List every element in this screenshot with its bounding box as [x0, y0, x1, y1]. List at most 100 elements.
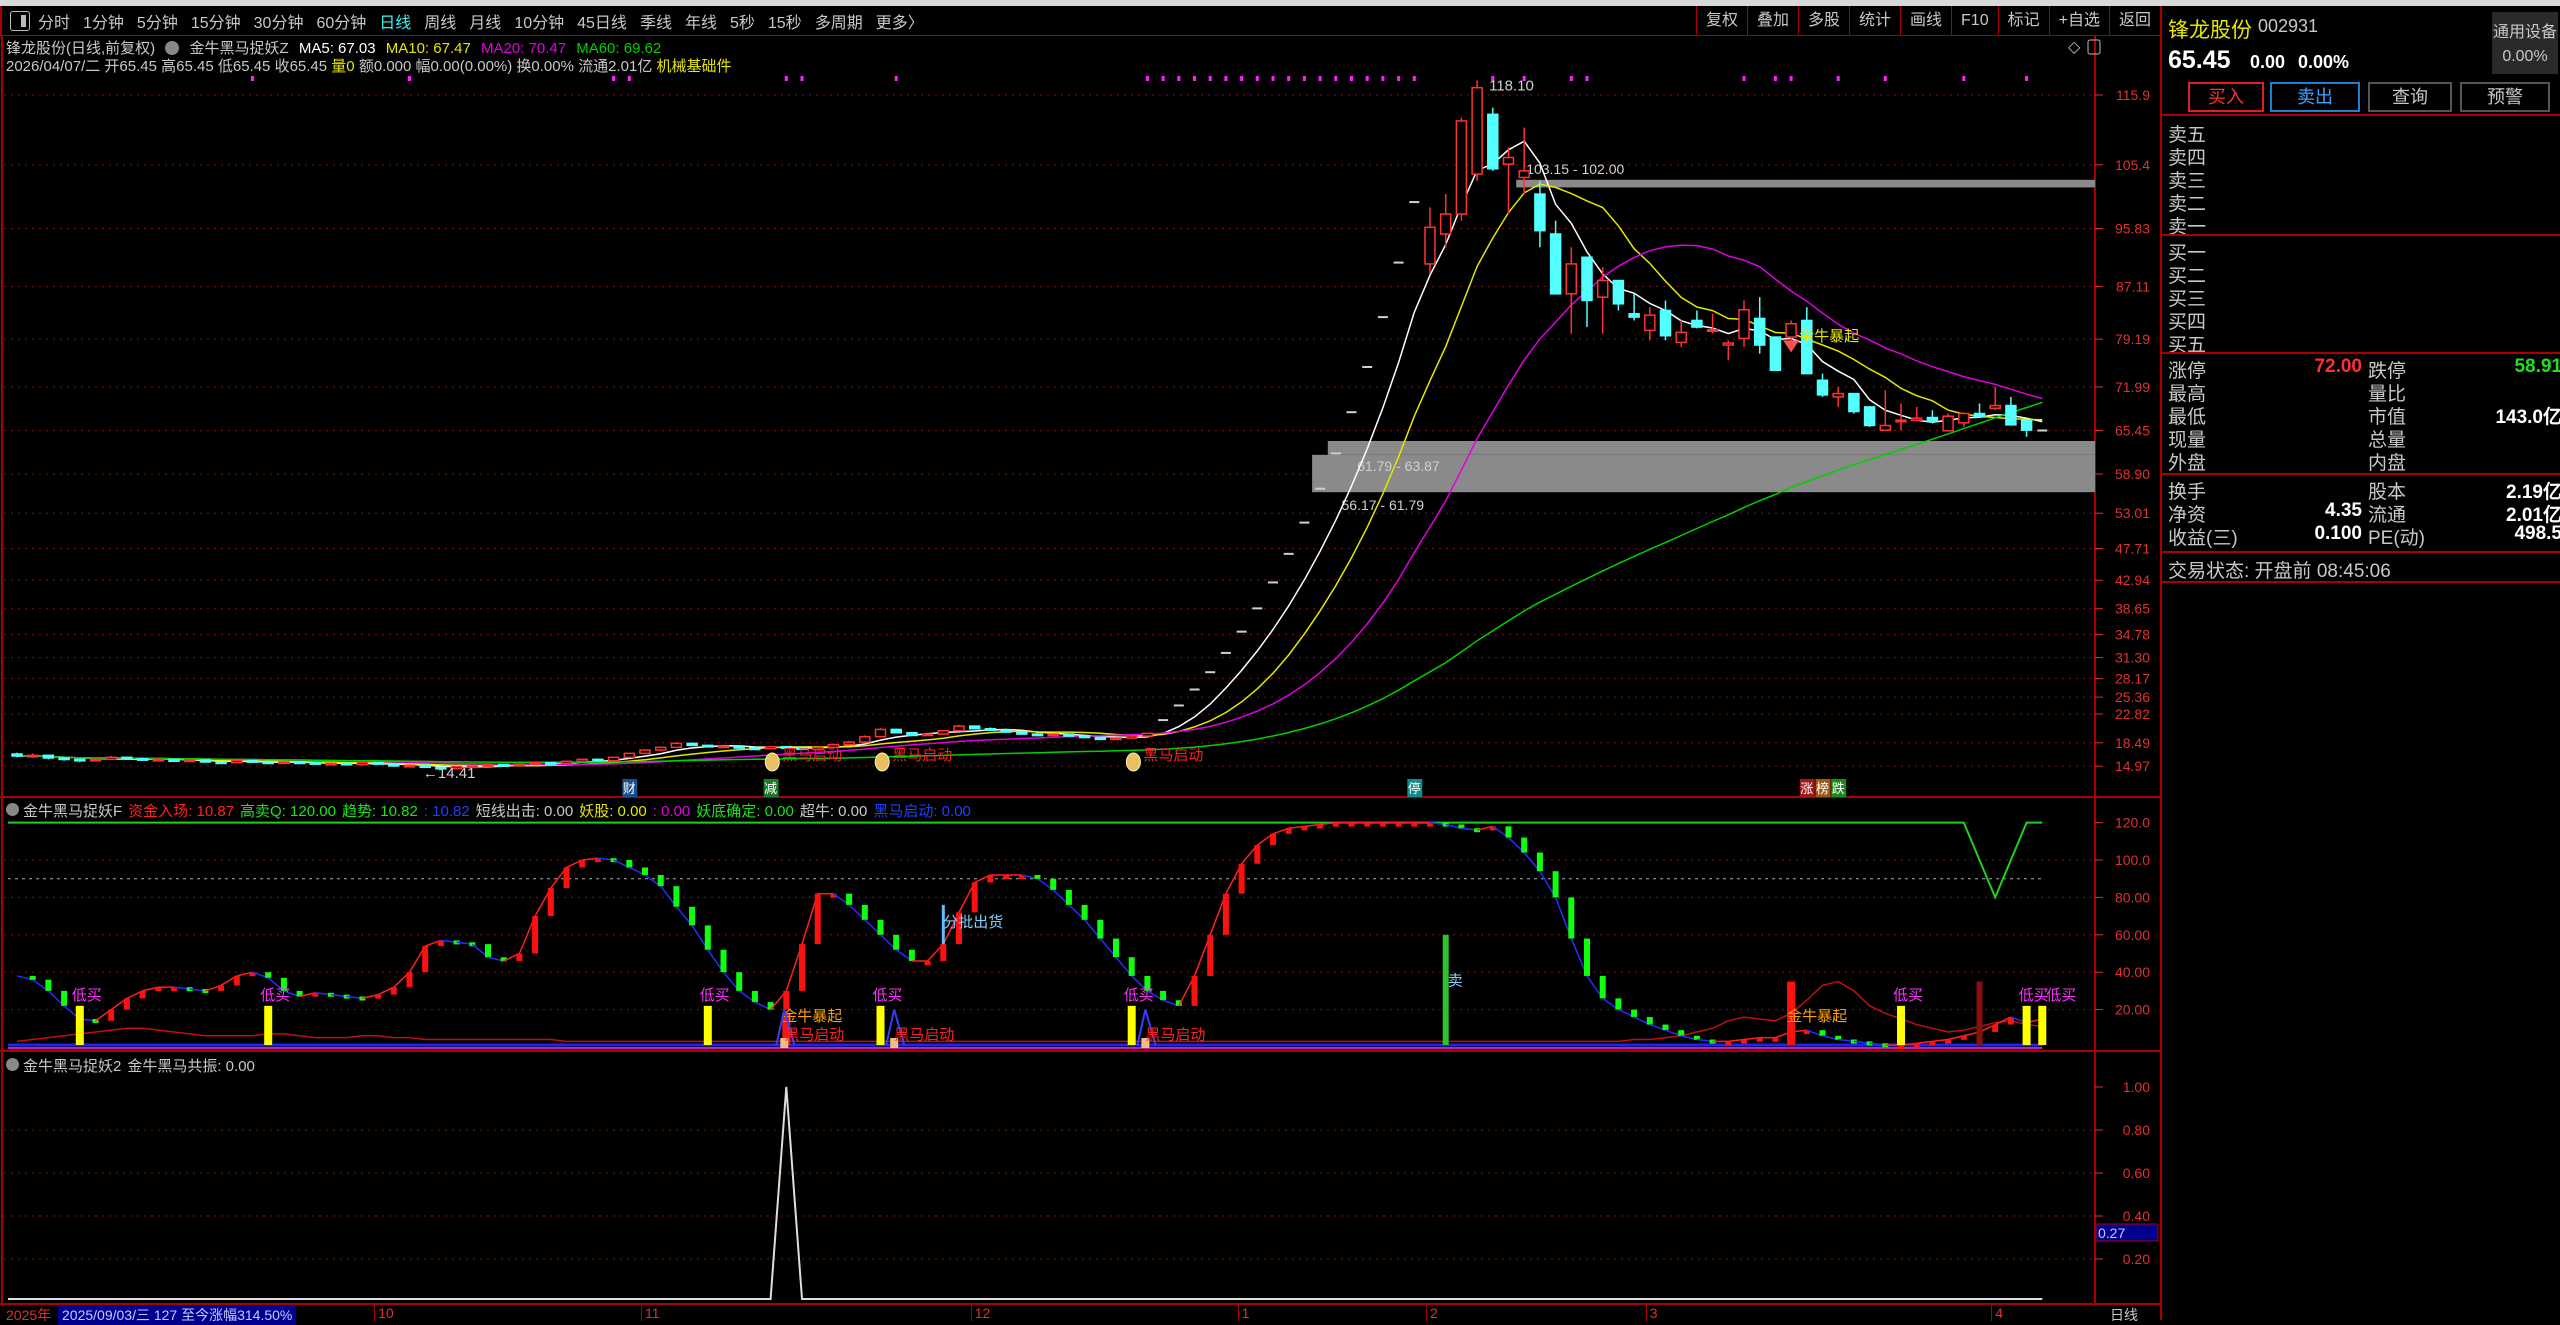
signal-marker	[627, 76, 631, 81]
tab-12[interactable]: 年线	[684, 14, 717, 32]
signal-marker	[1365, 76, 1369, 81]
ask-level: 卖一	[2168, 217, 2207, 238]
signal-marker	[1350, 76, 1353, 81]
bull-bar	[1787, 981, 1796, 1045]
tab-9[interactable]: 10分钟	[514, 14, 565, 32]
y-tick-label: 80.00	[2115, 889, 2150, 905]
period-label: 日线	[2110, 1307, 2138, 1323]
tab-16[interactable]: 更多〉	[875, 14, 924, 32]
ma10-line	[16, 183, 2043, 767]
legend-item: : 0.00	[652, 803, 691, 820]
month-label: 10	[374, 1305, 394, 1321]
trend-bar-down	[642, 867, 648, 875]
buy-button[interactable]: 买入	[2188, 82, 2264, 112]
stat-label: 涨停	[2168, 361, 2207, 382]
trend-bar-up	[940, 944, 947, 961]
tab-7[interactable]: 周线	[424, 14, 457, 32]
tool-button-7[interactable]: +自选	[2048, 6, 2109, 36]
trend-bar-down	[92, 1018, 99, 1023]
price-zone	[1327, 440, 2095, 455]
tab-10[interactable]: 45日线	[577, 14, 627, 32]
low-buy-bar	[2022, 1005, 2031, 1045]
sector-box[interactable]: 通用设备 0.00%	[2492, 12, 2558, 74]
tool-button-5[interactable]: F10	[1951, 6, 1998, 36]
price-change-pct: 0.00%	[2298, 52, 2350, 72]
divider	[2162, 114, 2560, 116]
candle-up	[1722, 342, 1735, 346]
bull-label: 金牛暴起	[1787, 1008, 1847, 1025]
event-badge-text: 财	[623, 781, 636, 796]
signal-marker	[1836, 76, 1840, 81]
candle-up	[1047, 733, 1059, 737]
candle-down	[215, 761, 227, 765]
tab-15[interactable]: 多周期	[814, 14, 863, 32]
formula-name[interactable]: 金牛黑马捉妖Z	[189, 40, 289, 57]
trend-bar-down	[689, 906, 696, 926]
candle-down	[1769, 336, 1782, 372]
trend-bar-down	[1034, 874, 1041, 879]
stat-row: 收益(三) 0.100 PE(动) 498.5	[2168, 523, 2560, 549]
trend-bar-down	[1474, 828, 1481, 833]
candle-up	[874, 728, 887, 738]
candle-down	[702, 744, 714, 748]
tool-button-8[interactable]: 返回	[2108, 6, 2160, 36]
y-tick-label: 105.4	[2115, 157, 2150, 173]
money-bag-icon	[874, 752, 890, 772]
stat-label: 总量	[2368, 430, 2407, 451]
trend-bar-down	[202, 989, 209, 994]
tool-button-1[interactable]: 叠加	[1746, 6, 1798, 36]
tab-13[interactable]: 5秒	[729, 14, 755, 32]
query-button[interactable]: 查询	[2368, 82, 2452, 112]
tab-3[interactable]: 15分钟	[190, 14, 241, 32]
stat-value: 143.0亿	[2495, 407, 2560, 428]
candle-up	[278, 761, 290, 765]
low-buy-bar	[703, 1005, 712, 1045]
formula-chevron-icon[interactable]	[165, 41, 180, 55]
y-tick-label: 120.0	[2115, 815, 2150, 831]
divider	[2162, 352, 2560, 354]
tab-8[interactable]: 月线	[469, 14, 502, 32]
tab-11[interactable]: 季线	[639, 14, 672, 32]
trend-bar-down	[500, 957, 507, 962]
indicator-name: 金牛黑马捉妖F	[23, 803, 123, 820]
tab-14[interactable]: 15秒	[767, 14, 802, 32]
tool-button-3[interactable]: 统计	[1849, 6, 1900, 36]
tab-4[interactable]: 30分钟	[253, 14, 304, 32]
legend-item: : 10.82	[423, 803, 470, 820]
panel-toggle-icon	[2087, 39, 2101, 55]
sell-button[interactable]: 卖出	[2270, 82, 2360, 112]
tab-5[interactable]: 60分钟	[316, 14, 367, 32]
candle-down	[592, 758, 604, 762]
signal-marker	[1491, 76, 1495, 81]
tab-1[interactable]: 1分钟	[83, 14, 124, 32]
candle-up	[466, 765, 479, 769]
signal-marker	[1208, 76, 1212, 81]
trend-bar-up	[532, 916, 539, 954]
tab-2[interactable]: 5分钟	[136, 14, 178, 32]
kline-chart-area[interactable]: 115.9 105.4 95.83 87.11 79.19 71.99 65.45 58.90…	[0, 0, 2160, 1320]
y-tick-label: 0.80	[2123, 1122, 2150, 1138]
trend-bar-down	[893, 934, 900, 950]
tab-6[interactable]: 日线	[379, 14, 412, 32]
candle-down	[121, 756, 133, 760]
trend-bar-up	[108, 1009, 115, 1021]
candle-up	[1958, 412, 1970, 424]
trend-bar-down	[1113, 938, 1119, 958]
indicator-name: 金牛黑马捉妖2	[23, 1058, 122, 1075]
month-label: 1	[1237, 1305, 1249, 1321]
candle-up	[1989, 404, 2001, 409]
tool-button-4[interactable]: 画线	[1900, 6, 1951, 36]
y-tick-label: 1.00	[2123, 1079, 2150, 1095]
y-tick-label: 100.0	[2115, 852, 2150, 868]
formula-chevron-icon[interactable]	[6, 1058, 19, 1071]
alert-button[interactable]: 预警	[2460, 82, 2550, 112]
tool-button-2[interactable]: 多股	[1797, 6, 1849, 36]
tool-button-0[interactable]: 复权	[1695, 6, 1747, 36]
legend-item: 趋势: 10.82	[341, 803, 418, 820]
trend-bar-up	[1222, 893, 1229, 935]
industry-link[interactable]: 机械基础件	[656, 58, 732, 75]
tool-button-6[interactable]: 标记	[1997, 6, 2049, 36]
formula-chevron-icon[interactable]	[6, 803, 19, 816]
tab-0[interactable]: 分时	[38, 14, 71, 32]
sidebar-toggle-icon[interactable]	[10, 10, 30, 31]
